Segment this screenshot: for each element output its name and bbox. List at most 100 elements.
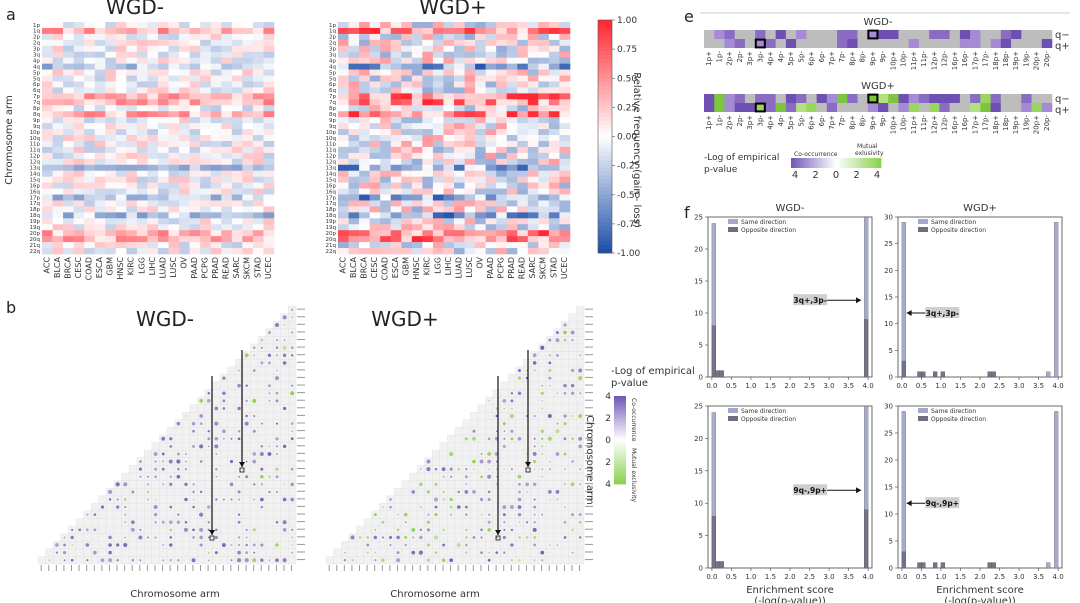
- hm1-cell-12q-CESC: [73, 158, 85, 166]
- hm2-cell-9p-KIRC: [422, 117, 434, 124]
- tri1-cell: [273, 412, 281, 420]
- tri-legend-step-2: [614, 400, 626, 403]
- hm1-cell-9q-PRAD: [210, 123, 222, 130]
- tri2-cell: [470, 503, 478, 512]
- tri2-cell: [477, 503, 486, 512]
- hm2-col-label-ESCA: ESCA: [391, 256, 400, 278]
- hm1-cell-10p-PAAD: [189, 129, 201, 136]
- hm1-cell-1p-OV: [179, 22, 190, 29]
- hm1-cell-5p-LGG: [136, 69, 148, 76]
- hm2-cell-7p-PAAD: [485, 93, 497, 100]
- tri1-cell: [273, 381, 281, 390]
- tri2-ytick: [585, 331, 593, 333]
- tri2-cell: [462, 518, 471, 527]
- hm2-cell-6p-OV: [475, 81, 486, 88]
- tri2-ytick: [585, 468, 593, 470]
- tri2-cell: [386, 525, 395, 534]
- tri1-dot: [199, 414, 204, 418]
- hm1-cell-1q-GBM: [105, 27, 117, 35]
- tri2-dot: [556, 331, 559, 334]
- hm1-cell-9q-PCPG: [200, 123, 212, 130]
- tri2-dot: [488, 551, 490, 554]
- strip2-arm-label-17p+: 17p+: [971, 115, 979, 134]
- hm2-cell-20p-PAAD: [485, 230, 497, 237]
- hm2-cell-16q-LIHC: [443, 188, 455, 195]
- tri1-dot: [123, 482, 128, 487]
- hm2-cell-2q-READ: [517, 39, 529, 47]
- tri1-cell: [151, 487, 160, 496]
- hm1-cell-7p-PAAD: [189, 93, 201, 100]
- hm1-cell-18p-BLCA: [52, 206, 64, 213]
- hm2-cell-18q-COAD: [380, 212, 392, 219]
- tri2-cell: [545, 389, 554, 398]
- tri1-cell: [144, 556, 152, 565]
- tri1-cell: [227, 389, 236, 398]
- hist2-ytick-label-0: 0: [699, 565, 703, 573]
- hm1-cell-20q-PCPG: [200, 236, 212, 243]
- hm2-cell-19q-OV: [475, 224, 486, 231]
- hm2-cell-12q-PCPG: [496, 158, 508, 166]
- strip2-cell: [949, 94, 961, 103]
- tri1-dot: [138, 535, 143, 540]
- tri1-dot: [207, 437, 211, 441]
- hm1-cell-8q-KIRC: [126, 111, 138, 118]
- tri1-dot: [252, 429, 256, 433]
- tri1-cell: [212, 389, 221, 398]
- tri1-ytick: [297, 361, 305, 363]
- tri1-cell: [106, 510, 115, 519]
- hm1-cell-13q-PCPG: [200, 164, 212, 172]
- hm2-cell-5q-SARC: [527, 75, 539, 82]
- hm1-cell-11q-CESC: [73, 146, 85, 154]
- hist2-legend-label-0: Same direction: [741, 408, 786, 415]
- tri1-ytick: [297, 559, 305, 561]
- tri1-xtick: [169, 565, 171, 571]
- hist0-ytick-label-4: 20: [694, 246, 703, 254]
- tri1-cell: [90, 533, 99, 542]
- hm2-cell-1p-PAAD: [485, 22, 497, 29]
- hm2-cell-11q-COAD: [380, 146, 392, 154]
- hm1-cell-5q-LUAD: [158, 75, 169, 82]
- tri2-cell: [386, 556, 395, 565]
- hm1-row-label-14q: 14q: [30, 172, 41, 178]
- hm2-cell-6p-PCPG: [496, 81, 508, 88]
- hm1-cell-12p-COAD: [84, 152, 96, 160]
- hm2-cell-13q-CESC: [369, 164, 381, 172]
- tri2-cell: [561, 366, 569, 375]
- hm2-cell-11p-LIHC: [443, 140, 455, 148]
- tri1-dot: [139, 528, 142, 531]
- tri1-dot: [147, 475, 149, 478]
- hm2-cell-2p-KIRC: [422, 33, 434, 41]
- hm2-cell-10p-COAD: [380, 129, 392, 136]
- hist2-legend-swatch-1: [728, 416, 738, 421]
- tri2-cell: [576, 313, 585, 322]
- tri1-cell: [257, 412, 266, 420]
- hm2-cell-8q-BLCA: [348, 111, 360, 118]
- hm2-cell-13q-LUSC: [464, 164, 476, 172]
- hm2-cell-9q-KIRC: [422, 123, 434, 130]
- strip-legend-step-14: [822, 158, 826, 168]
- tri1-cell: [227, 465, 236, 474]
- hm1-cell-2q-ACC: [42, 39, 53, 47]
- hm2-cell-2q-COAD: [380, 39, 392, 47]
- tri2-cell: [568, 442, 577, 451]
- tri2-dot: [534, 559, 536, 561]
- hm1-cell-1p-PCPG: [200, 22, 212, 29]
- tri1-cell: [197, 518, 206, 527]
- hm1-cell-6p-COAD: [84, 81, 96, 88]
- hm2-cell-14q-CESC: [369, 170, 381, 177]
- hm1-cell-7p-KIRC: [126, 93, 138, 100]
- tri1-cell: [250, 533, 259, 542]
- tri2-cell: [416, 472, 425, 481]
- hm1-cell-8p-GBM: [105, 105, 117, 112]
- hm1-cell-5q-PCPG: [200, 75, 212, 82]
- tri2-cell: [424, 472, 433, 481]
- tri1-arrow-target-1: [239, 467, 245, 473]
- hm2-cell-3p-LGG: [432, 45, 444, 53]
- strip-legend-step-3: [797, 158, 801, 168]
- tri1-dot: [245, 414, 248, 418]
- hist0-xtick-label-4: 2.0: [784, 382, 795, 390]
- tri2-cell: [553, 518, 562, 527]
- tri2-cell: [500, 480, 509, 489]
- tri2-dot: [556, 354, 559, 357]
- hm2-cell-21q-LIHC: [443, 242, 455, 249]
